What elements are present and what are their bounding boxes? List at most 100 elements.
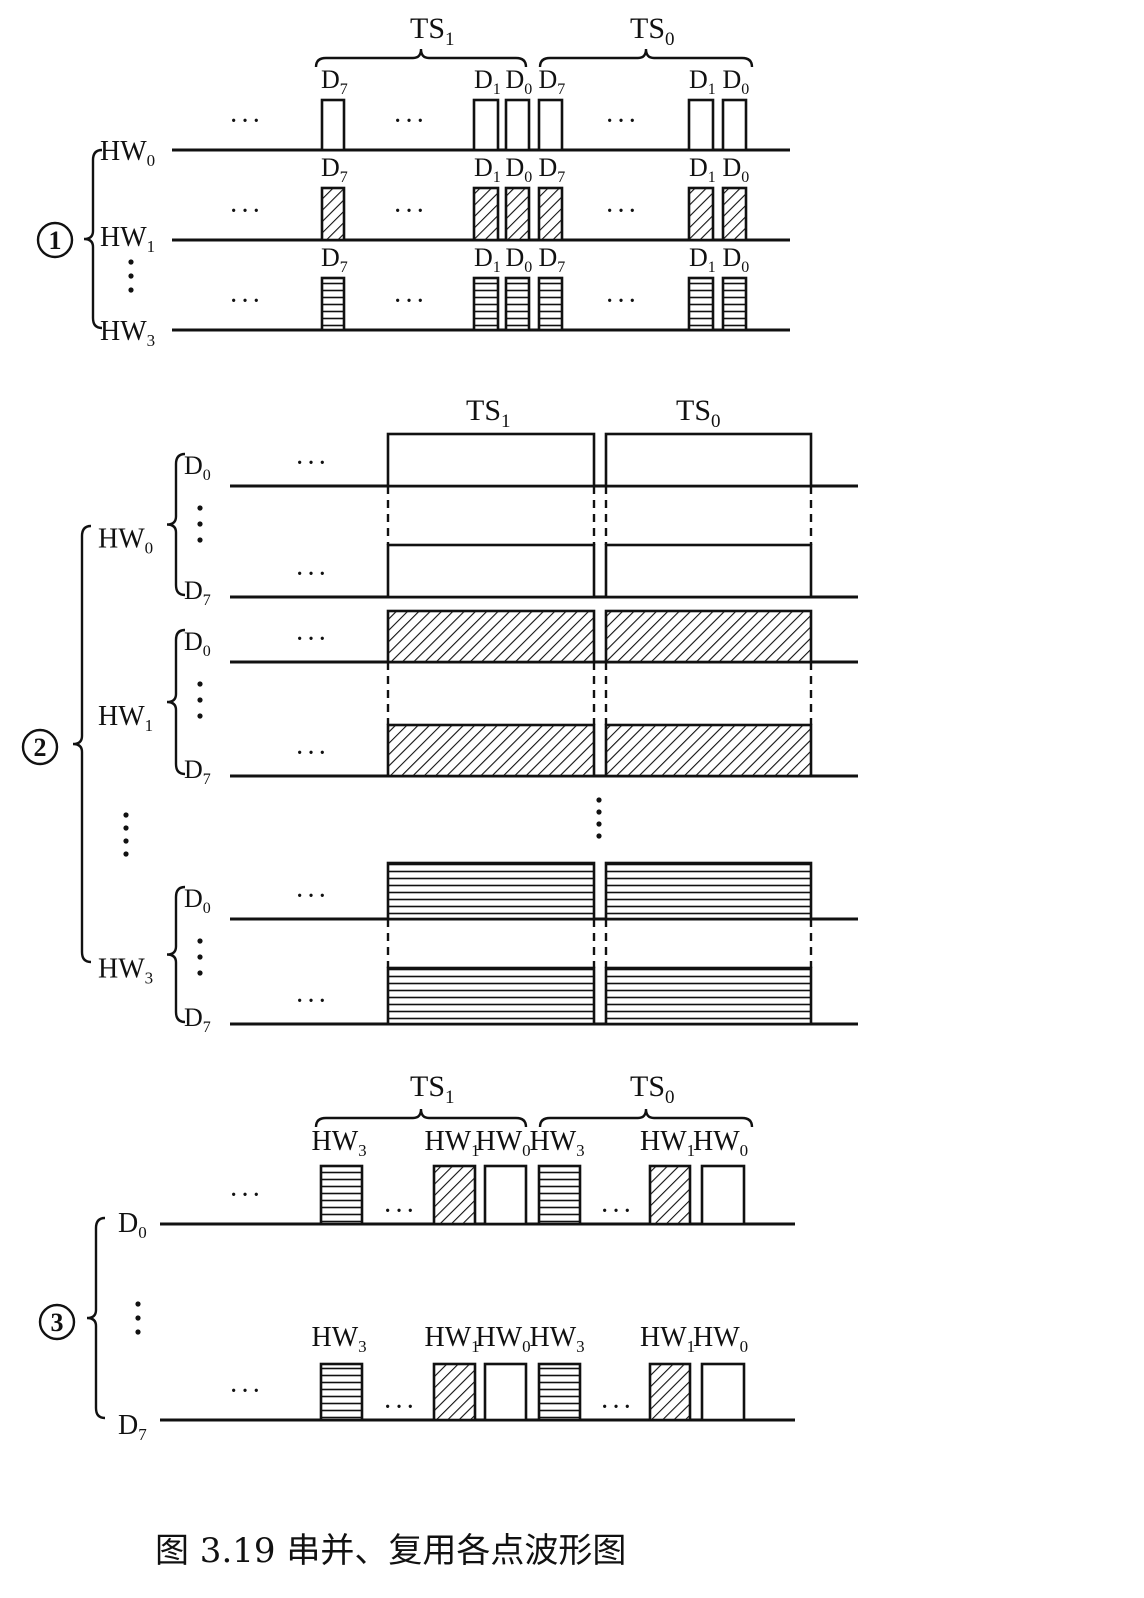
row-label-hw3-part1: HW3 xyxy=(100,316,155,350)
brace-part3 xyxy=(86,1216,106,1420)
bit-label-d7: D7 xyxy=(184,1003,211,1036)
vertical-ellipsis-center xyxy=(596,797,602,803)
ts0-label-part3: TS0 xyxy=(630,1070,675,1108)
ellipsis-d0: ··· xyxy=(295,881,329,912)
ellipsis-mid: ··· xyxy=(393,196,427,227)
vertical-ellipsis-part1 xyxy=(128,259,134,265)
pulse-label: D1 xyxy=(474,153,501,186)
ts1-label-part1: TS1 xyxy=(410,12,455,50)
vertical-ellipsis-part3 xyxy=(135,1329,141,1335)
marker-2-number: 2 xyxy=(34,733,47,762)
pulse-label: D0 xyxy=(723,153,750,186)
pulse-label: D7 xyxy=(539,243,566,276)
brace-HW0 xyxy=(166,452,186,597)
ts0-label-part1: TS0 xyxy=(630,12,675,50)
pulse-HW3 xyxy=(537,276,564,332)
vertical-ellipsis-bits xyxy=(197,938,203,944)
pulse-label: D0 xyxy=(506,65,533,98)
ellipsis-right: ··· xyxy=(605,286,639,317)
vertical-ellipsis-groups xyxy=(123,851,129,857)
pulse-HW0 xyxy=(504,98,531,152)
ts0-brace-part3 xyxy=(538,1108,754,1128)
pulse-label: D0 xyxy=(723,65,750,98)
pulse-HW0 xyxy=(320,98,346,152)
bit-box-HW0-D0 xyxy=(604,432,813,488)
bit-box-HW1-D0 xyxy=(386,609,596,664)
group-label-HW1: HW1 xyxy=(98,701,153,735)
pulse-HW0 xyxy=(721,98,748,152)
group-label-HW3: HW3 xyxy=(98,954,153,988)
pulse-HW0 xyxy=(687,98,715,152)
vertical-ellipsis-bits xyxy=(197,697,203,703)
row-label-d7-part3: D7 xyxy=(118,1410,147,1444)
pulse-label: HW1 xyxy=(425,1126,480,1160)
pulse-label: HW0 xyxy=(476,1126,531,1160)
vertical-ellipsis-bits xyxy=(197,505,203,511)
pulse-HW1 xyxy=(472,186,500,242)
bit-box-HW1-D7 xyxy=(386,723,596,778)
row-label-hw1-part1: HW1 xyxy=(100,222,155,256)
vertical-ellipsis-center xyxy=(596,821,602,827)
bit-box-HW3-D7 xyxy=(386,966,596,1026)
vertical-ellipsis-center xyxy=(596,809,602,815)
pulse-HW1 xyxy=(432,1164,477,1226)
pulse-HW0 xyxy=(472,98,500,152)
ellipsis-d7: ··· xyxy=(295,738,329,769)
pulse-label: D1 xyxy=(689,243,716,276)
ellipsis-d0: ··· xyxy=(295,448,329,479)
pulse-HW1 xyxy=(648,1164,692,1226)
ellipsis-left: ··· xyxy=(229,286,263,317)
pulse-label: D7 xyxy=(321,243,348,276)
vertical-ellipsis-part3 xyxy=(135,1301,141,1307)
ellipsis-mid: ··· xyxy=(393,286,427,317)
pulse-HW3 xyxy=(721,276,748,332)
ellipsis-left: ··· xyxy=(229,196,263,227)
ts0-brace-part1 xyxy=(538,48,754,68)
pulse-HW3 xyxy=(537,1164,582,1226)
ellipsis-mid: ··· xyxy=(383,1196,417,1227)
brace-HW3 xyxy=(166,885,186,1024)
ts1-label-part2: TS1 xyxy=(466,394,511,432)
bit-box-HW3-D0 xyxy=(386,861,596,921)
pulse-HW0 xyxy=(537,98,564,152)
pulse-HW1 xyxy=(687,186,715,242)
pulse-label: D7 xyxy=(321,153,348,186)
pulse-label: D0 xyxy=(506,243,533,276)
figure-caption: 图 3.19 串并、复用各点波形图 xyxy=(155,1531,626,1571)
pulse-HW3 xyxy=(537,1362,582,1422)
pulse-HW3 xyxy=(687,276,715,332)
pulse-HW1 xyxy=(432,1362,477,1422)
pulse-label: HW3 xyxy=(312,1126,367,1160)
marker-2-ring xyxy=(21,728,59,766)
vertical-ellipsis-groups xyxy=(123,825,129,831)
pulse-label: HW3 xyxy=(312,1322,367,1356)
ellipsis-right: ··· xyxy=(600,1392,634,1423)
bit-label-d7: D7 xyxy=(184,755,211,788)
pulse-HW3 xyxy=(504,276,531,332)
vertical-ellipsis-part1 xyxy=(128,273,134,279)
brace-HW1 xyxy=(166,628,186,776)
pulse-label: HW3 xyxy=(530,1126,585,1160)
vertical-ellipsis-part1 xyxy=(128,287,134,293)
ts1-label-part3: TS1 xyxy=(410,1070,455,1108)
ellipsis-left: ··· xyxy=(229,1180,263,1211)
pulse-label: D0 xyxy=(506,153,533,186)
bit-box-HW0-D7 xyxy=(386,543,596,599)
ellipsis-left: ··· xyxy=(229,1376,263,1407)
pulse-label: HW0 xyxy=(693,1126,748,1160)
vertical-ellipsis-bits xyxy=(197,713,203,719)
ts1-brace-part1 xyxy=(314,48,528,68)
pulse-HW1 xyxy=(537,186,564,242)
pulse-label: D0 xyxy=(723,243,750,276)
marker-1-number: 1 xyxy=(49,226,62,255)
pulse-label: D7 xyxy=(321,65,348,98)
pulse-HW1 xyxy=(320,186,346,242)
pulse-label: D7 xyxy=(539,153,566,186)
row-label-hw0-part1: HW0 xyxy=(100,136,155,170)
bit-label-d0: D0 xyxy=(184,627,211,660)
vertical-ellipsis-groups xyxy=(123,838,129,844)
ellipsis-left: ··· xyxy=(229,106,263,137)
ellipsis-d7: ··· xyxy=(295,559,329,590)
pulse-label: HW1 xyxy=(425,1322,480,1356)
